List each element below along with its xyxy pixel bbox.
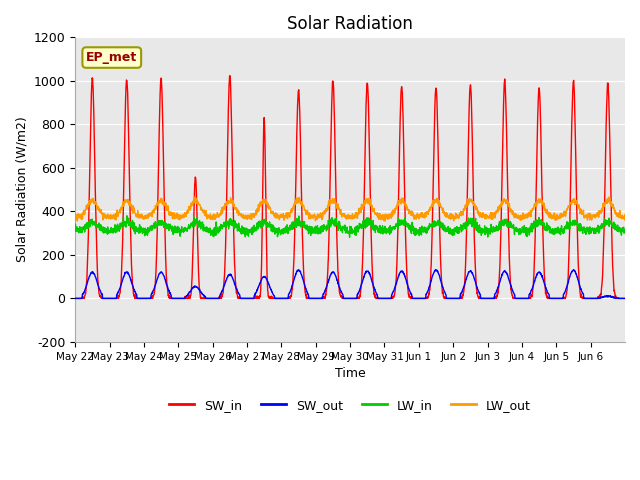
SW_in (383, 296, 391, 301)
SW_in (547, 296, 554, 301)
LW_out (245, 215, 253, 220)
Line: SW_out: SW_out (75, 270, 625, 299)
Line: LW_out: LW_out (75, 197, 625, 221)
SW_in (613, 296, 621, 301)
SW_in (516, 296, 524, 301)
SW_in (71, 296, 79, 301)
LW_out (71, 213, 79, 218)
LW_out (381, 218, 389, 224)
Title: Solar Radiation: Solar Radiation (287, 15, 413, 33)
LW_out (191, 194, 199, 200)
LW_in (127, 222, 134, 228)
SW_out (383, 296, 390, 301)
Legend: SW_in, SW_out, LW_in, LW_out: SW_in, SW_out, LW_in, LW_out (164, 394, 536, 417)
SW_out (126, 275, 134, 281)
Text: EP_met: EP_met (86, 51, 138, 64)
SW_out (71, 296, 79, 301)
SW_in (245, 296, 253, 301)
LW_out (383, 213, 391, 218)
SW_in (226, 73, 234, 79)
LW_out (516, 214, 524, 220)
Line: SW_in: SW_in (75, 76, 625, 299)
SW_out (570, 267, 577, 273)
SW_out (613, 295, 621, 301)
LW_in (71, 224, 79, 229)
SW_out (621, 296, 628, 301)
SW_in (621, 296, 628, 301)
LW_in (383, 228, 391, 234)
LW_in (516, 228, 524, 234)
X-axis label: Time: Time (335, 367, 365, 380)
SW_out (515, 296, 523, 301)
LW_out (621, 212, 628, 217)
LW_in (547, 227, 555, 232)
Y-axis label: Solar Radiation (W/m2): Solar Radiation (W/m2) (15, 117, 28, 263)
LW_in (346, 234, 353, 240)
SW_out (547, 296, 554, 301)
LW_out (614, 211, 621, 217)
SW_in (126, 206, 134, 212)
SW_out (245, 296, 253, 301)
LW_in (614, 228, 621, 234)
LW_in (123, 213, 131, 219)
LW_out (547, 213, 555, 218)
Line: LW_in: LW_in (75, 216, 625, 237)
LW_in (245, 227, 253, 233)
LW_in (621, 227, 628, 233)
LW_out (126, 199, 134, 204)
